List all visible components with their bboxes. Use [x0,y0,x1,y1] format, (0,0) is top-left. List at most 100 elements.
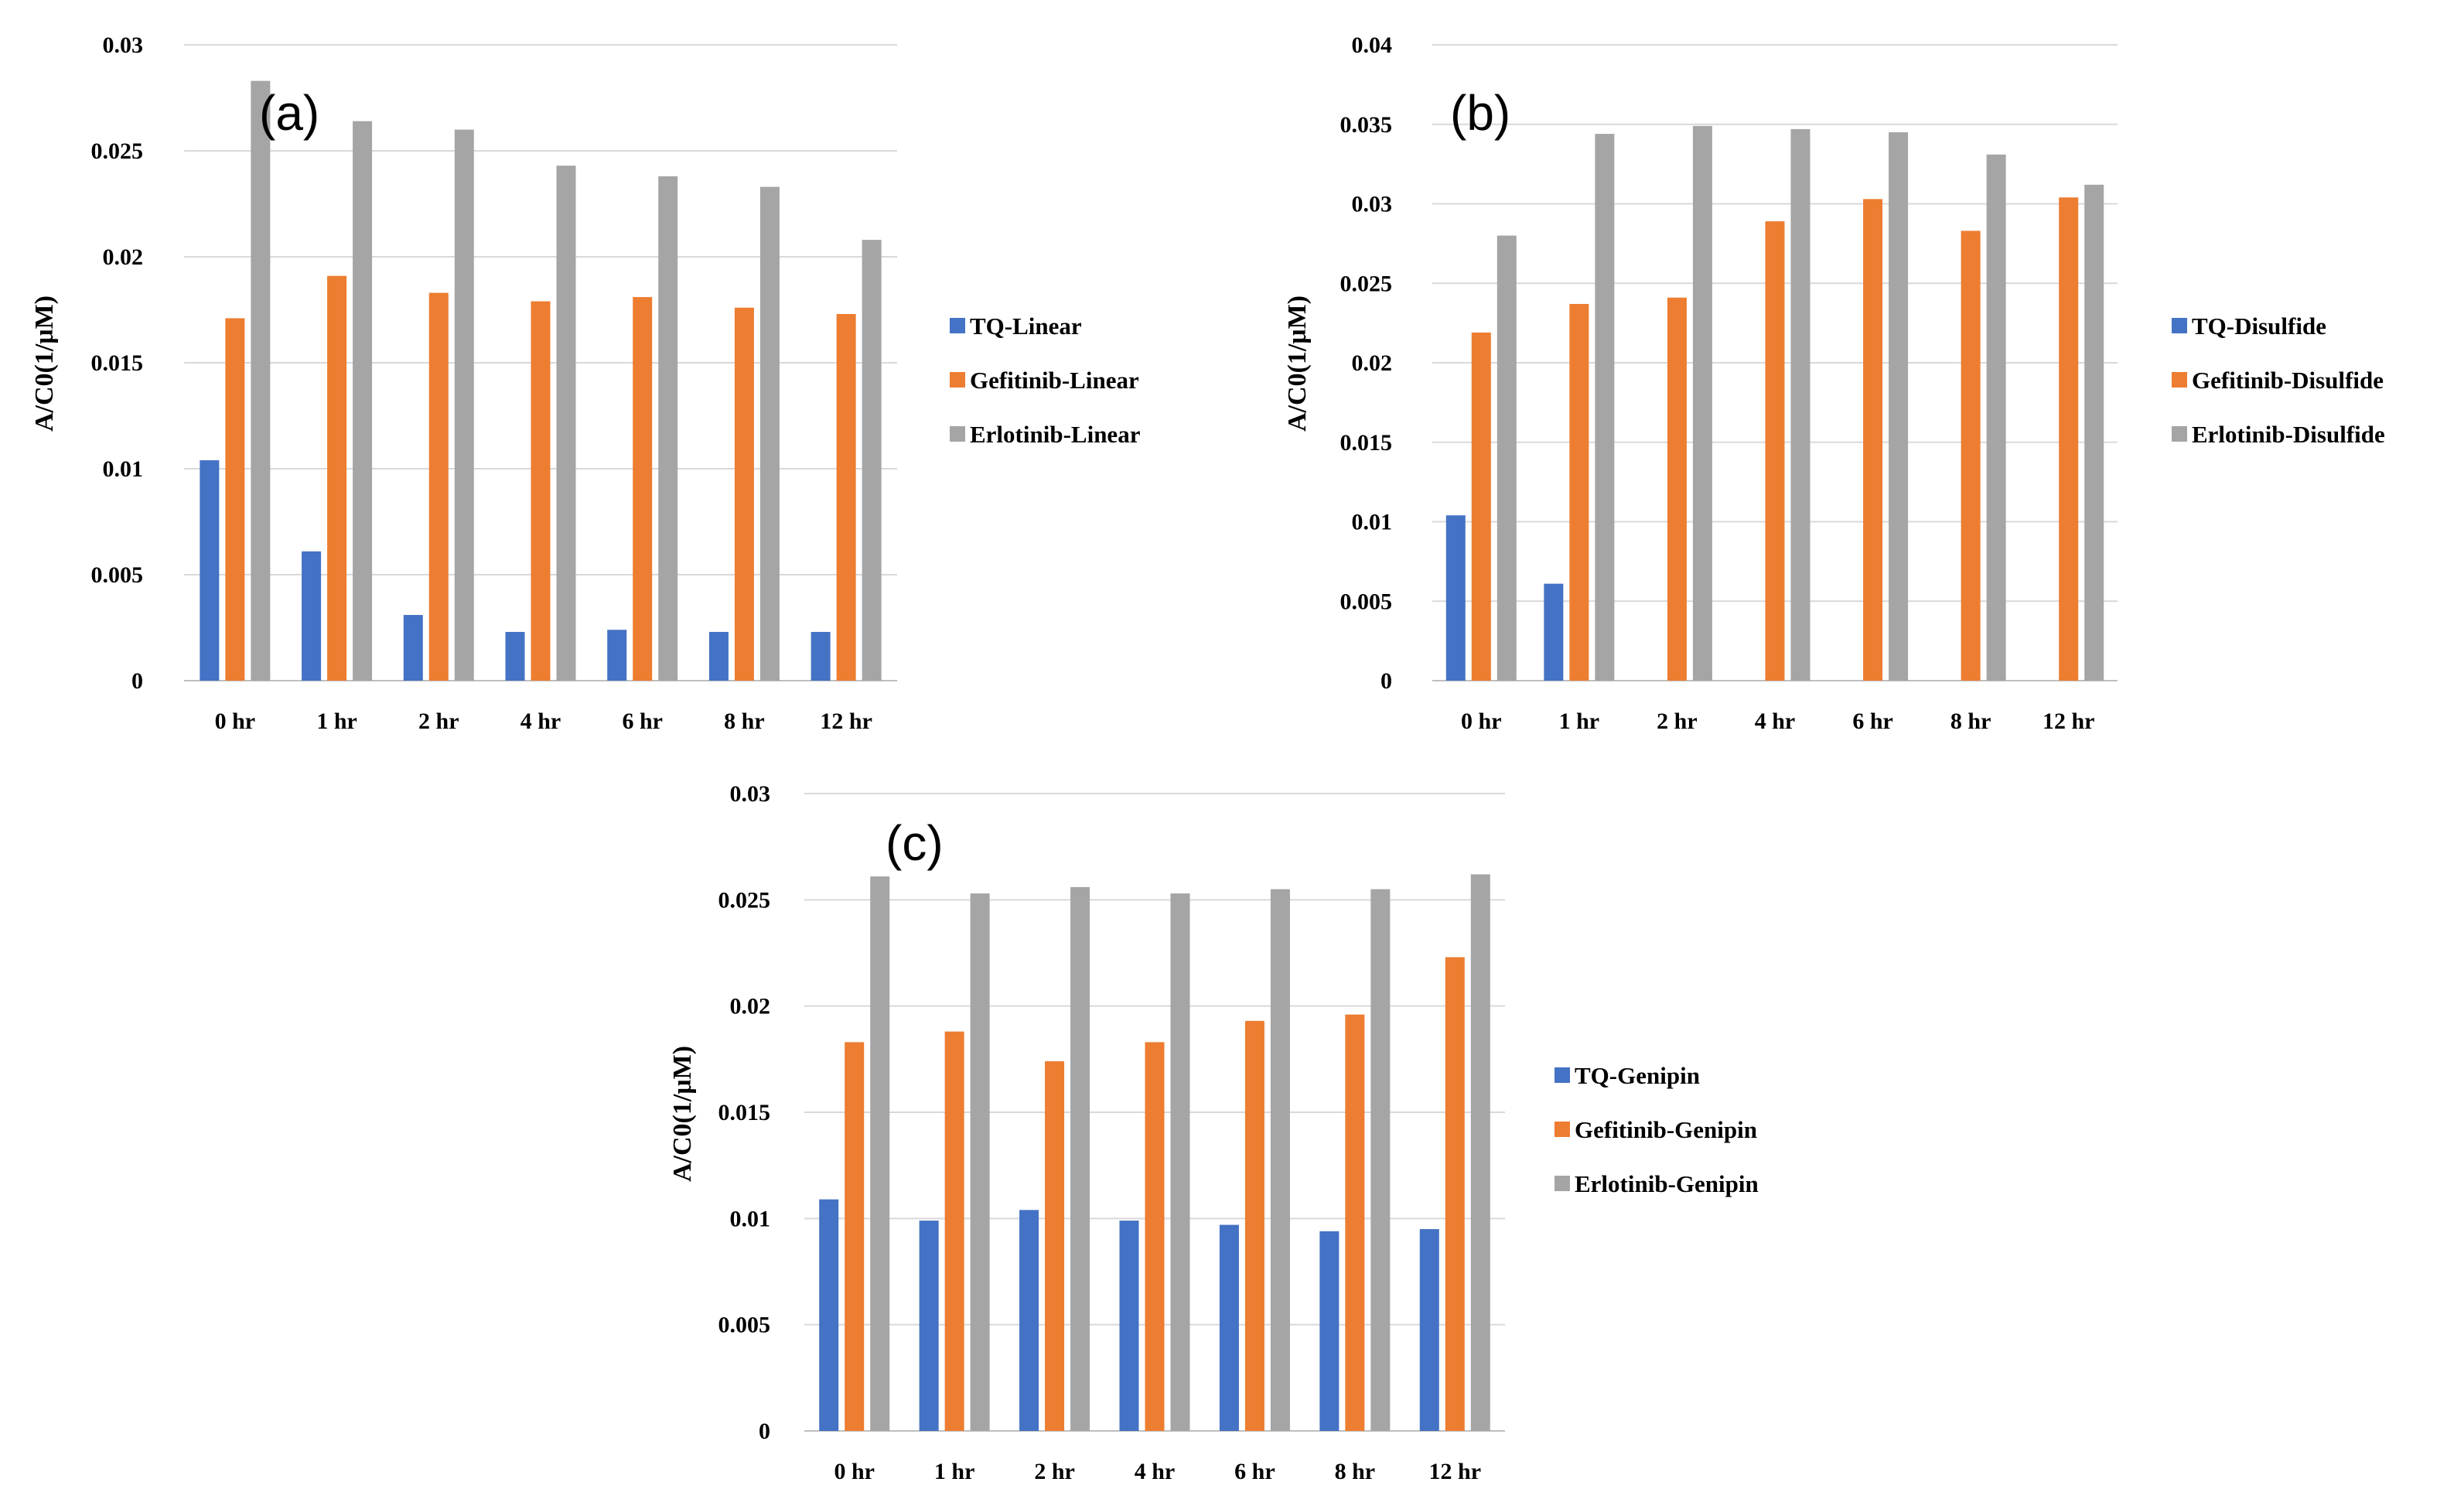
bar [1319,1231,1340,1431]
x-tick-label: 8 hr [724,709,765,734]
x-tick-label: 12 hr [2043,709,2095,734]
y-tick-label: 0.02 [730,994,771,1019]
bar [836,313,856,681]
bar [759,186,780,681]
bar [944,1031,964,1431]
bar [2084,184,2104,681]
bar [1667,297,1687,681]
y-tick-label: 0.01 [730,1206,771,1231]
legend-swatch [1555,1067,1570,1083]
legend-label: TQ-Genipin [1575,1062,1700,1089]
panel-label: (c) [886,815,944,871]
y-axis-label: A/C0(1/μM) [1283,295,1312,432]
y-tick-label: 0.02 [1352,350,1393,376]
x-tick-label: 1 hr [316,709,357,734]
legend-swatch [1555,1176,1570,1191]
bar [428,292,449,681]
bar [1445,515,1466,681]
x-tick-label: 6 hr [1234,1459,1275,1484]
x-tick-label: 0 hr [1461,709,1502,734]
bar [1219,1224,1239,1431]
y-tick-label: 0.015 [91,350,144,376]
bar [556,166,576,681]
y-tick-label: 0.025 [91,138,144,164]
y-tick-label: 0.01 [1352,510,1393,535]
bar [302,551,322,681]
legend-label: Erlotinib-Disulfide [2192,421,2385,448]
legend-swatch [1555,1122,1570,1137]
bar [505,631,525,681]
bar [1863,199,1883,681]
x-tick-label: 4 hr [1135,1459,1176,1484]
legend-swatch [950,372,965,388]
x-tick-label: 2 hr [1034,1459,1075,1484]
panel-label: (a) [259,85,319,141]
panel-label: (b) [1450,85,1510,141]
bar [1765,221,1785,681]
x-tick-label: 12 hr [1429,1459,1482,1484]
bar [225,318,245,681]
bar [1370,889,1391,1431]
y-tick-label: 0.005 [718,1313,771,1338]
bar [1419,1229,1439,1431]
bar [1470,874,1490,1431]
bar [200,460,220,681]
bar [1345,1014,1365,1431]
y-tick-label: 0 [1380,668,1392,694]
bar [1244,1020,1264,1431]
bar [1145,1042,1165,1431]
legend: TQ-Disulfide Gefitinib-Disulfide Erlotinib… [2172,312,2385,448]
bar [454,129,474,681]
y-tick-label: 0 [759,1419,770,1444]
bar [1119,1221,1139,1431]
y-tick-label: 0.005 [91,562,144,588]
y-tick-label: 0 [131,668,143,694]
bar [1595,134,1615,681]
x-tick-label: 1 hr [1559,709,1600,734]
bar [708,631,729,681]
legend-swatch [2172,372,2187,388]
panel-a: 0 0.005 0.01 0.015 0.02 0.025 0.03 0 hr 1 hr 2 hr… [30,32,1141,734]
bar [1471,332,1491,681]
bar [1889,132,1909,681]
bar [403,615,423,681]
bar [607,630,627,681]
bar [1986,154,2006,681]
y-tick-label: 0.015 [1340,430,1393,456]
panel-b: 0 0.005 0.01 0.015 0.02 0.025 0.03 0.035 0.04 0 h… [1283,32,2385,734]
bar [734,307,754,681]
bar [919,1221,939,1431]
x-tick-label: 6 hr [1852,709,1893,734]
x-tick-label: 2 hr [418,709,459,734]
bar [1270,889,1290,1431]
legend: TQ-Genipin Gefitinib-Genipin Erlotinib-Gen… [1555,1062,1759,1197]
bar [531,301,551,681]
bar [1790,128,1810,681]
bar [1070,886,1090,1431]
bar [1569,303,1589,681]
y-tick-label: 0.015 [718,1100,771,1125]
y-tick-label: 0.02 [103,244,144,270]
y-tick-label: 0.03 [730,781,771,807]
bar [845,1042,865,1431]
legend-label: TQ-Linear [970,312,1082,340]
bar [251,80,271,681]
bar [1496,235,1517,681]
x-tick-label: 4 hr [520,709,561,734]
x-tick-label: 0 hr [215,709,256,734]
legend-swatch [2172,318,2187,333]
legend-label: Gefitinib-Genipin [1575,1116,1757,1143]
x-tick-label: 12 hr [820,709,872,734]
bar [811,631,831,681]
bar [1045,1061,1065,1431]
bar [1961,230,1981,681]
legend-label: Erlotinib-Genipin [1575,1170,1759,1197]
x-tick-label: 2 hr [1657,709,1698,734]
legend-label: Gefitinib-Linear [970,367,1139,394]
y-tick-label: 0.01 [103,456,144,482]
bar [1445,957,1465,1431]
x-tick-label: 8 hr [1335,1459,1376,1484]
x-tick-label: 1 hr [934,1459,975,1484]
x-tick-label: 0 hr [834,1459,875,1484]
legend-label: TQ-Disulfide [2192,312,2326,340]
